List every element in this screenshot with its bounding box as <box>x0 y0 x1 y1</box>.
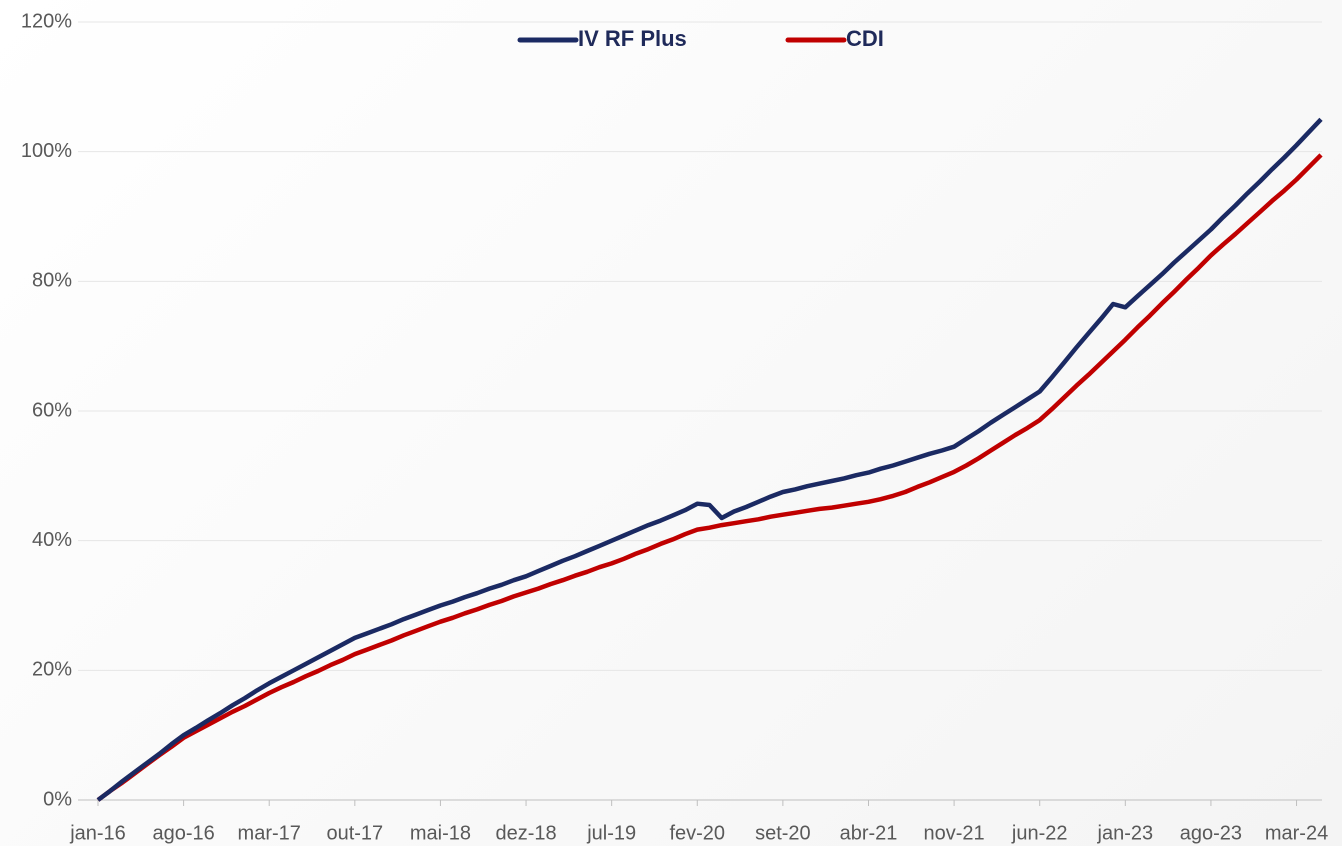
x-tick-label: abr-21 <box>840 822 898 844</box>
legend-label: IV RF Plus <box>578 26 687 51</box>
x-tick-label: fev-20 <box>669 822 725 844</box>
x-tick-label: jan-16 <box>69 822 126 844</box>
y-tick-label: 40% <box>32 529 72 551</box>
x-tick-label: jan-23 <box>1097 822 1154 844</box>
y-tick-label: 100% <box>21 140 72 162</box>
y-tick-label: 80% <box>32 270 72 292</box>
x-tick-label: set-20 <box>755 822 811 844</box>
x-tick-label: jun-22 <box>1011 822 1068 844</box>
legend-label: CDI <box>846 26 884 51</box>
x-tick-label: out-17 <box>326 822 383 844</box>
y-tick-label: 20% <box>32 659 72 681</box>
x-tick-label: ago-23 <box>1180 822 1242 844</box>
y-tick-label: 120% <box>21 10 72 32</box>
x-tick-label: ago-16 <box>152 822 214 844</box>
x-tick-label: mai-18 <box>410 822 471 844</box>
series-line <box>96 153 1323 802</box>
series-line <box>96 117 1323 802</box>
x-tick-label: mar-24 <box>1265 822 1328 844</box>
y-tick-label: 0% <box>43 788 72 810</box>
x-tick-label: mar-17 <box>238 822 301 844</box>
x-tick-label: nov-21 <box>924 822 985 844</box>
x-tick-label: dez-18 <box>495 822 556 844</box>
x-tick-label: jul-19 <box>586 822 636 844</box>
y-tick-label: 60% <box>32 399 72 421</box>
